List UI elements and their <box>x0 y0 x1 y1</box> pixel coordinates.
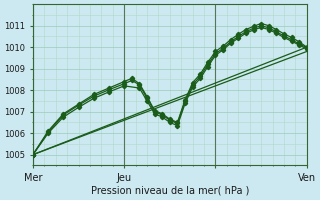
X-axis label: Pression niveau de la mer( hPa ): Pression niveau de la mer( hPa ) <box>91 186 249 196</box>
